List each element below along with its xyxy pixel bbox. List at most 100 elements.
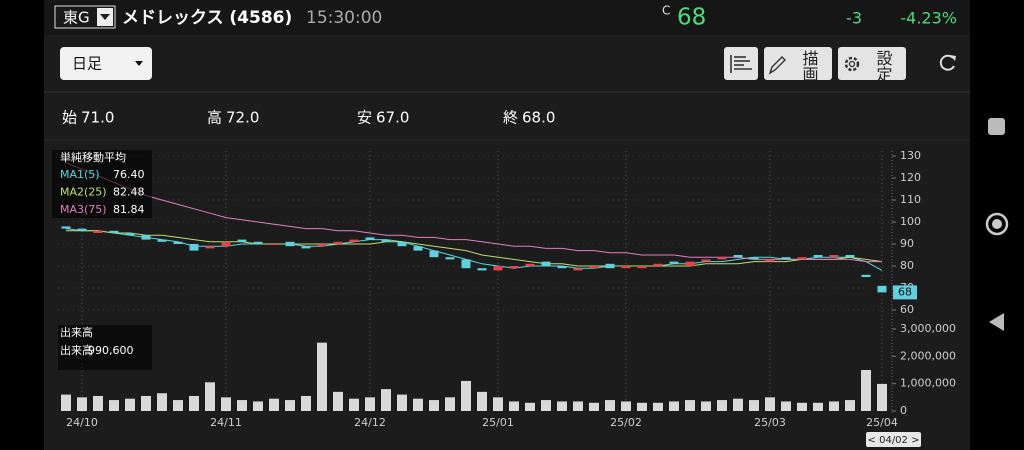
candle-body — [61, 226, 71, 229]
cursor-date-box — [866, 432, 921, 447]
volume-bar — [765, 397, 775, 411]
volume-bar — [349, 398, 359, 411]
settings-label: 設定 — [874, 50, 893, 82]
candle-body — [861, 274, 871, 277]
legend-name: MA1(5) — [60, 168, 100, 181]
draw-button[interactable] — [764, 47, 832, 80]
volume-bar — [205, 382, 215, 411]
ma-line — [66, 230, 883, 267]
ohlc-label: 終 — [503, 109, 518, 127]
volume-bar — [525, 402, 535, 411]
nav-recent[interactable] — [988, 118, 1005, 135]
volume-bar — [797, 402, 807, 411]
volume-bar — [861, 370, 871, 411]
gear-icon — [848, 60, 856, 68]
volume-bar — [429, 400, 439, 411]
settings-button[interactable] — [838, 47, 906, 80]
volume-bar — [717, 400, 727, 411]
volume-bar — [221, 397, 231, 411]
volume-bar — [269, 398, 279, 411]
candle-body — [717, 257, 727, 260]
candle-body — [413, 246, 423, 251]
candle-body — [301, 246, 311, 249]
candle-body — [781, 257, 791, 260]
volume-bar — [93, 395, 103, 411]
y-tick-label: 3,000,000 — [900, 322, 956, 335]
header-bar — [44, 0, 970, 35]
y-tick-label: 60 — [900, 303, 914, 316]
dropdown-arrow — [100, 14, 110, 20]
volume-bar — [141, 395, 151, 411]
indicator-icon — [730, 55, 752, 73]
ohlc-value: 68.0 — [522, 109, 555, 127]
volume-bar — [61, 394, 71, 411]
ohlc-value: 67.0 — [376, 109, 409, 127]
candle-body — [701, 259, 711, 262]
candle-body — [365, 237, 375, 240]
price: 68 — [677, 5, 706, 31]
candle-body — [429, 250, 439, 258]
y-tick-label: 80 — [900, 259, 914, 272]
candle-body — [637, 266, 647, 269]
cursor-label: 出来高 — [60, 343, 93, 357]
candle-body — [477, 268, 487, 271]
ohlc-label: 高 — [207, 109, 222, 127]
price-flag: C — [662, 4, 670, 18]
time: 15:30:00 — [306, 8, 382, 28]
candle-body — [605, 263, 615, 269]
last-price-box — [893, 285, 917, 300]
legend-value: 82.48 — [113, 186, 145, 199]
volume-bar — [493, 397, 503, 411]
candle-body — [221, 241, 231, 247]
nav-home-dot — [992, 219, 1002, 229]
volume-bar — [749, 400, 759, 411]
nav-back[interactable] — [989, 313, 1004, 331]
x-tick-label: 24/10 — [66, 416, 98, 429]
candle-body — [285, 241, 295, 247]
stock-name: メドレックス (4586) — [122, 8, 292, 28]
candle-body — [845, 255, 855, 258]
nav-home[interactable] — [985, 212, 1009, 236]
gear-icon — [844, 56, 860, 72]
volume-bar — [589, 402, 599, 411]
volume-bar — [157, 393, 167, 411]
candle-body — [269, 244, 279, 245]
volume-bar — [685, 400, 695, 411]
volume-bar — [829, 401, 839, 411]
candle-body — [109, 230, 119, 233]
volume-bar — [301, 395, 311, 411]
volume-bar — [477, 391, 487, 411]
candle-body — [669, 261, 679, 264]
candle-body — [381, 239, 391, 242]
x-tick-label: 25/02 — [610, 416, 642, 429]
volume-bar — [77, 397, 87, 411]
volume-bar — [701, 401, 711, 411]
draw-label: 描画 — [800, 50, 819, 82]
candle-body — [541, 261, 551, 266]
candle-body — [797, 257, 807, 260]
refresh-icon[interactable] — [939, 54, 955, 71]
volume-bar — [413, 398, 423, 411]
ohlc-label: 安 — [357, 109, 372, 127]
content — [44, 35, 970, 450]
pen-icon — [768, 56, 786, 75]
volume-bar — [317, 342, 327, 411]
chart-area: 24/1024/1124/1225/0125/0225/0325/0460708… — [52, 149, 956, 447]
legend-box — [58, 325, 152, 370]
y-tick-label: 2,000,000 — [900, 349, 956, 362]
period-select[interactable] — [60, 47, 152, 80]
candle-body — [493, 266, 503, 271]
volume-bar — [237, 400, 247, 411]
legend-title: 単純移動平均 — [60, 150, 126, 164]
change: -3 — [846, 9, 862, 28]
indicator-button[interactable] — [724, 47, 758, 80]
legend-value: 76.40 — [113, 168, 145, 181]
volume-bar — [189, 395, 199, 411]
candle-body — [141, 235, 151, 240]
volume-bar — [397, 394, 407, 411]
cursor-value: 990,600 — [88, 344, 134, 357]
legend-value: 81.84 — [113, 203, 145, 216]
volume-bar — [381, 389, 391, 411]
candle-body — [445, 257, 455, 260]
